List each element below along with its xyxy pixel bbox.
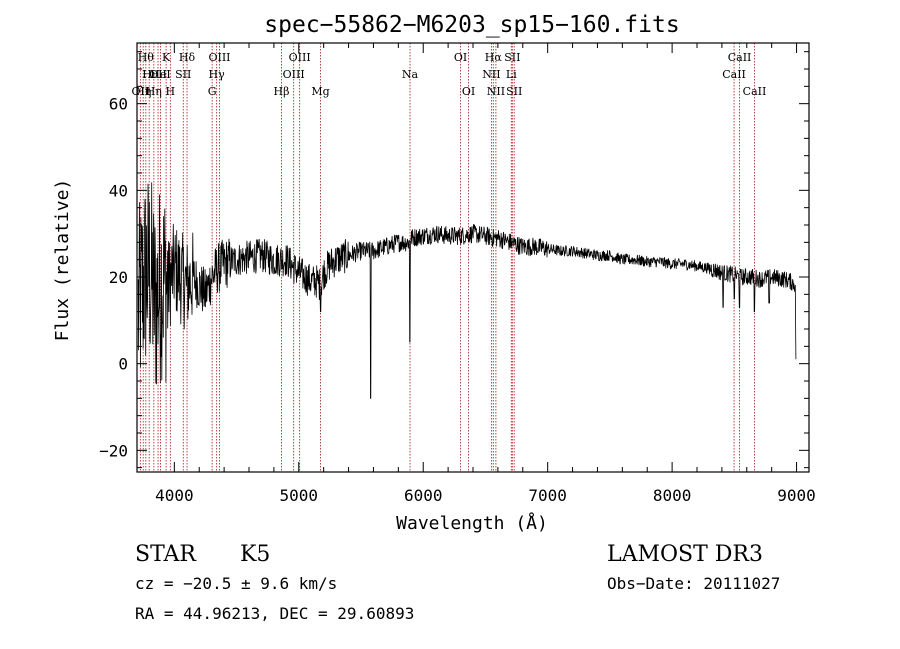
spectral-line-markers xyxy=(139,43,755,472)
line-label: CaII xyxy=(722,68,746,81)
line-label: CaII xyxy=(743,85,767,98)
y-tick-label: 60 xyxy=(109,95,128,114)
x-tick-label: 7000 xyxy=(528,486,567,505)
x-tick-label: 9000 xyxy=(777,486,816,505)
spectrum-line xyxy=(137,182,797,399)
line-label: OIII xyxy=(289,51,311,64)
redshift-cz: cz = −20.5 ± 9.6 km/s xyxy=(135,574,337,593)
line-label: OIII xyxy=(208,51,230,64)
object-subclass: K5 xyxy=(240,542,270,567)
line-label: NII xyxy=(482,68,500,81)
line-label: Hα xyxy=(485,51,503,64)
line-label: SII xyxy=(506,85,522,98)
line-label: Hβ xyxy=(274,85,290,98)
x-tick-label: 6000 xyxy=(404,486,443,505)
line-label: Hγ xyxy=(209,68,226,81)
x-axis-label: Wavelength (Å) xyxy=(396,512,548,534)
line-label: Hη xyxy=(135,85,151,98)
line-label: H xyxy=(166,85,176,98)
y-tick-label: 0 xyxy=(118,355,128,374)
line-label: OII xyxy=(132,85,150,98)
line-label: SII xyxy=(504,51,520,64)
line-label: Li xyxy=(506,68,517,81)
x-axis: 4000 5000 6000 7000 8000 9000 xyxy=(155,43,816,505)
line-label: Hη xyxy=(146,85,162,98)
spectrum-trace xyxy=(137,182,797,399)
line-label: Hδ xyxy=(179,51,196,64)
chart-title: spec−55862−M6203_sp15−160.fits xyxy=(264,12,679,38)
spectral-line-labels: OIIHηHθHιHηOIIHeIKHSIIHδGHγOIIIHβOIIIOII… xyxy=(132,51,767,98)
x-tick-label: 5000 xyxy=(280,486,319,505)
x-tick-label: 4000 xyxy=(155,486,194,505)
observation-date: Obs−Date: 20111027 xyxy=(607,574,780,593)
line-label: NII xyxy=(487,85,505,98)
line-label: SII xyxy=(175,68,191,81)
coordinates: RA = 44.96213, DEC = 29.60893 xyxy=(135,604,414,623)
line-label: G xyxy=(208,85,217,98)
object-class: STAR xyxy=(135,542,197,567)
y-axis: −20 0 20 40 60 xyxy=(99,51,809,469)
x-tick-label: 8000 xyxy=(653,486,692,505)
line-label: Na xyxy=(402,68,419,81)
y-axis-label: Flux (relative) xyxy=(52,179,73,342)
line-label: Mg xyxy=(311,85,329,98)
y-tick-label: 40 xyxy=(109,181,128,200)
line-label: Hθ xyxy=(138,51,155,64)
line-label: OI xyxy=(454,51,467,64)
line-label: HeI xyxy=(150,68,170,81)
line-label: OII xyxy=(149,68,167,81)
line-label: K xyxy=(162,51,171,64)
line-label: OIII xyxy=(283,68,305,81)
plot-frame xyxy=(136,42,810,473)
line-label: Hι xyxy=(142,68,156,81)
survey-name: LAMOST DR3 xyxy=(607,542,763,567)
line-label: CaII xyxy=(728,51,752,64)
y-tick-label: 20 xyxy=(109,268,128,287)
y-tick-label: −20 xyxy=(99,441,128,460)
line-label: OI xyxy=(462,85,475,98)
